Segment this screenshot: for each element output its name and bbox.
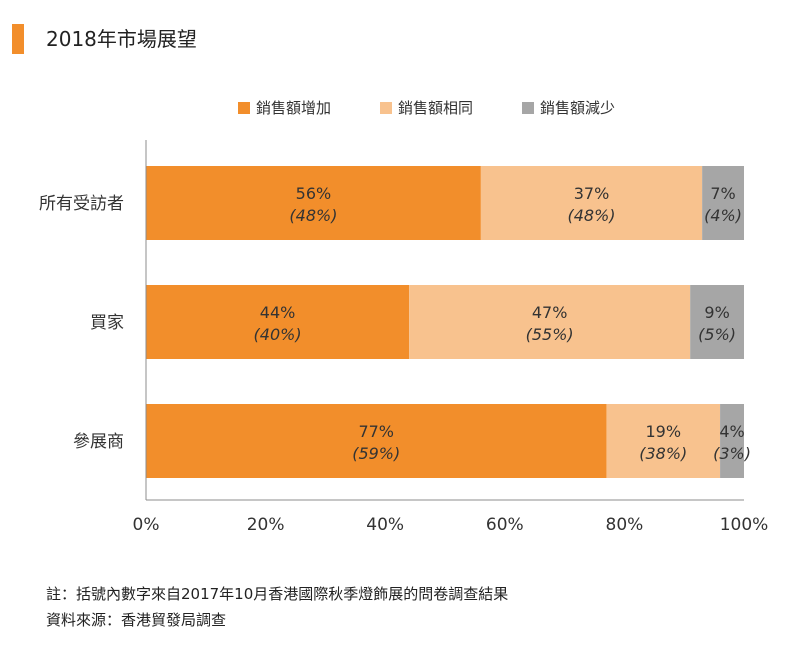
footnote: 註：括號內數字來自2017年10月香港國際秋季燈飾展的問卷調查結果 [46,585,509,603]
bar-segment [702,166,744,240]
source-note: 資料來源：香港貿發局調查 [46,611,227,629]
x-tick-label: 100% [720,515,769,535]
bar-segment [146,166,481,240]
previous-value-label: (38%) [639,444,687,463]
previous-value-label: (48%) [289,206,337,225]
legend-label: 銷售額減少 [540,99,615,117]
data-label: 47% [532,303,568,322]
x-tick-label: 60% [486,515,524,535]
data-label: 4% [719,422,744,441]
category-label: 參展商 [73,432,124,452]
data-label: 9% [704,303,729,322]
previous-value-label: (5%) [698,325,736,344]
bar-segment [720,404,744,478]
previous-value-label: (48%) [567,206,615,225]
bar-segment [480,166,703,240]
data-label: 56% [296,184,332,203]
x-tick-label: 0% [133,515,160,535]
x-tick-label: 80% [606,515,644,535]
previous-value-label: (3%) [713,444,751,463]
legend-swatch [522,102,534,114]
legend-swatch [380,102,392,114]
data-label: 7% [710,184,735,203]
legend-label: 銷售額相同 [398,99,473,117]
previous-value-label: (4%) [704,206,742,225]
chart-title: 2018年市場展望 [46,27,197,51]
legend-label: 銷售額增加 [256,99,331,117]
legend-swatch [238,102,250,114]
title-accent-bar [12,24,24,54]
data-label: 44% [260,303,296,322]
bar-segment [606,404,721,478]
previous-value-label: (59%) [352,444,400,463]
bar-segment [146,404,607,478]
previous-value-label: (40%) [254,325,302,344]
data-label: 77% [358,422,394,441]
previous-value-label: (55%) [526,325,574,344]
x-tick-label: 40% [366,515,404,535]
x-tick-label: 20% [247,515,285,535]
data-label: 19% [645,422,681,441]
category-label: 買家 [90,313,124,333]
category-label: 所有受訪者 [39,194,124,214]
bar-segment [690,285,744,359]
bar-segment [146,285,410,359]
data-label: 37% [574,184,610,203]
bar-segment [409,285,691,359]
